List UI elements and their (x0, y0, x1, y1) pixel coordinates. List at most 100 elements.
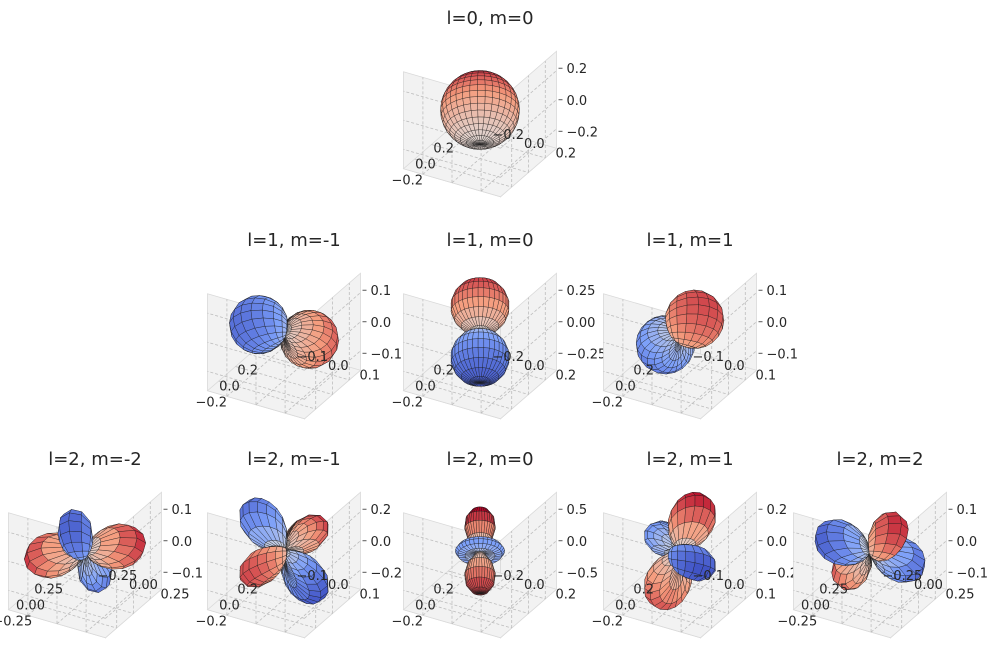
surface-facet (483, 109, 492, 118)
surface-facet (477, 79, 486, 85)
surface-facet (677, 544, 686, 552)
surface-facet (471, 116, 479, 125)
surface-facet (484, 84, 493, 92)
tick-label: 0.0 (219, 598, 240, 613)
surface-facet (469, 84, 478, 92)
surface-facet (477, 331, 484, 339)
surface-facet (470, 109, 479, 118)
surface-facet (686, 304, 699, 315)
surface-facet (694, 494, 704, 508)
tick-label: 0.0 (524, 578, 545, 593)
surface-facet (482, 538, 489, 545)
tick-label: 0.0 (724, 578, 745, 593)
tick-label: 0.1 (756, 368, 777, 383)
surface-facet (316, 520, 324, 531)
tick-label: −0.2 (566, 125, 598, 140)
gridline (403, 148, 501, 178)
tick-label: 0.25 (34, 583, 63, 598)
tick-label: 0.2 (766, 503, 787, 518)
gridline (500, 350, 557, 400)
surface-facet (475, 566, 480, 578)
tick-label: 0.0 (615, 598, 636, 613)
surface-facet (483, 281, 490, 289)
tick-label: −0.2 (392, 614, 424, 629)
tick-label: 0.0 (566, 94, 587, 109)
surface-facet (477, 75, 486, 81)
tick-label: 0.2 (556, 587, 577, 602)
tick-label: −0.2 (592, 614, 624, 629)
tick-label: 0.0 (171, 535, 192, 550)
surface-facet (462, 339, 468, 351)
tick-label: −0.2 (196, 614, 228, 629)
surface-facet (484, 103, 493, 112)
tick-label: 0.1 (756, 587, 777, 602)
subplot-3: l=1, m=00.250.00−0.25−0.20.00.2 0.20.0−0.… (392, 230, 606, 420)
harmonic-surface (440, 70, 520, 150)
surface-facet (469, 96, 478, 104)
surface-facet (478, 277, 484, 282)
tick-label: 0.2 (556, 146, 577, 161)
surface-facet (477, 103, 486, 111)
tick-label: 0.2 (433, 142, 454, 157)
tick-label: 0.2 (633, 364, 654, 379)
tick-label: 0.00 (566, 316, 595, 331)
gridline (480, 364, 538, 414)
tick-label: 0.0 (370, 535, 391, 550)
surface-facet (305, 334, 320, 344)
surface-facet (478, 566, 483, 578)
tick-label: 0.0 (524, 137, 545, 152)
surface-facet (468, 538, 475, 545)
surface-facet (250, 309, 264, 320)
gridline (403, 370, 501, 400)
surface-facet (250, 302, 264, 311)
surface-facet (462, 288, 468, 300)
tick-label: 0.0 (219, 379, 240, 394)
surface-facet (477, 84, 486, 91)
tick-label: 0.2 (433, 583, 454, 598)
surface-facet (470, 102, 478, 111)
surface-facet (251, 317, 266, 329)
subplot-9: l=2, m=20.10.0−0.1−0.250.000.25 0.250.00−… (777, 449, 988, 639)
surface-facet (477, 287, 484, 297)
surface-facet (686, 313, 699, 325)
surface-facet (469, 90, 478, 98)
surface-facet (478, 123, 484, 131)
tick-label: 0.2 (433, 364, 454, 379)
surface-facet (668, 551, 672, 560)
tick-label: 0.1 (360, 368, 381, 383)
gridline (207, 341, 305, 371)
subplot-title: l=2, m=-1 (247, 449, 341, 470)
surface-facet (472, 281, 479, 289)
tick-label: −0.2 (492, 128, 524, 143)
harmonic-surface (229, 295, 339, 369)
surface-facet (477, 70, 485, 74)
surface-facet (472, 296, 479, 308)
tick-label: −0.2 (492, 350, 524, 365)
surface-facet (248, 501, 258, 513)
surface-facet (676, 323, 687, 333)
surface-facet (481, 510, 486, 521)
tick-label: 0.5 (566, 503, 587, 518)
surface-facet (472, 347, 479, 359)
surface-facet (478, 520, 483, 533)
tick-label: 0.2 (556, 368, 577, 383)
tick-label: 0.1 (360, 587, 381, 602)
surface-facet (463, 103, 472, 112)
gridline (500, 321, 557, 371)
surface-facet (483, 338, 490, 349)
tick-label: 0.1 (766, 284, 787, 299)
gridline (218, 380, 316, 410)
tick-label: 0.0 (566, 535, 587, 550)
surface-facet (69, 531, 83, 543)
tick-label: −0.1 (766, 347, 798, 362)
surface-facet (473, 538, 479, 544)
surface-facet (685, 494, 696, 508)
tick-label: −0.25 (97, 569, 137, 584)
tick-label: 0.0 (524, 359, 545, 374)
tick-label: −0.1 (370, 347, 402, 362)
surface-facet (478, 557, 483, 567)
surface-facet (478, 510, 483, 521)
subplot-title: l=2, m=1 (646, 449, 733, 470)
subplot-title: l=1, m=0 (446, 230, 533, 251)
